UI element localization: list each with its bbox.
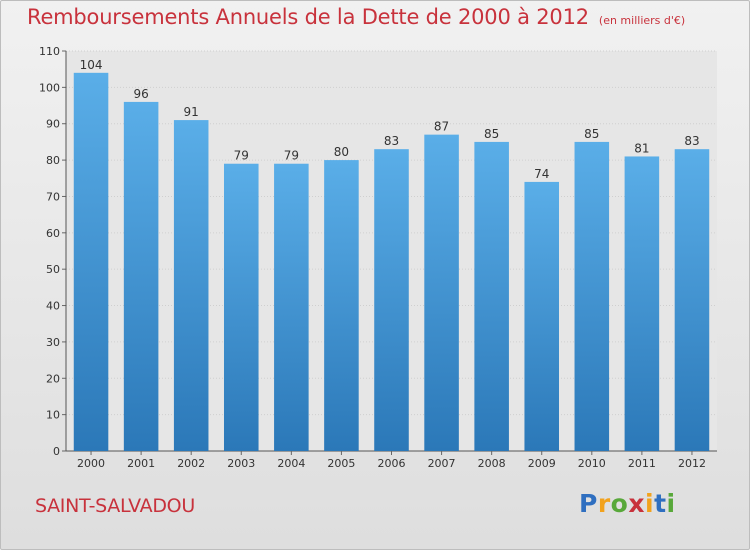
bar-value-label: 80 — [334, 145, 349, 159]
x-tick-label: 2009 — [528, 457, 556, 470]
x-tick-label: 2010 — [578, 457, 606, 470]
x-tick-label: 2004 — [277, 457, 305, 470]
bar — [223, 163, 259, 451]
bar-value-label: 79 — [284, 149, 299, 163]
logo-letter: x — [628, 489, 645, 518]
x-tick-label: 2002 — [177, 457, 205, 470]
y-tick-label: 50 — [46, 263, 60, 276]
bar — [624, 156, 660, 452]
x-tick-label: 2011 — [628, 457, 656, 470]
bar-value-label: 85 — [484, 127, 499, 141]
logo-letter: r — [597, 489, 611, 518]
x-tick-label: 2008 — [478, 457, 506, 470]
commune-name: SAINT-SALVADOU — [35, 495, 195, 517]
y-tick-label: 110 — [39, 45, 60, 58]
y-tick-label: 60 — [46, 227, 60, 240]
bar-value-label: 96 — [133, 87, 148, 101]
bar-value-label: 91 — [184, 105, 199, 119]
bar — [574, 141, 610, 451]
bar-value-label: 85 — [584, 127, 599, 141]
y-tick-label: 100 — [39, 81, 60, 94]
bar-value-label: 81 — [634, 141, 649, 155]
bar-value-label: 79 — [234, 149, 249, 163]
bar — [73, 72, 109, 452]
logo-letter: i — [645, 489, 655, 518]
bar-value-label: 87 — [434, 120, 449, 134]
x-tick-label: 2006 — [378, 457, 406, 470]
x-tick-label: 2001 — [127, 457, 155, 470]
y-tick-label: 80 — [46, 154, 60, 167]
chart-title: Remboursements Annuels de la Dette de 20… — [27, 5, 589, 29]
x-tick-label: 2012 — [678, 457, 706, 470]
logo-letter: o — [610, 489, 629, 518]
logo-letter: P — [579, 489, 598, 518]
proxiti-logo: Proxiti — [579, 489, 676, 518]
y-tick-label: 40 — [46, 300, 60, 313]
x-tick-label: 2007 — [428, 457, 456, 470]
x-tick-label: 2003 — [227, 457, 255, 470]
bar — [424, 134, 459, 452]
bar-value-label: 74 — [534, 167, 549, 181]
y-tick-label: 20 — [46, 372, 60, 385]
bar-value-label: 83 — [384, 134, 399, 148]
bar-value-label: 104 — [80, 58, 103, 72]
bar — [474, 141, 509, 451]
bar — [674, 149, 710, 451]
logo-letter: t — [654, 489, 667, 518]
bar — [123, 101, 159, 451]
chart-subtitle: (en milliers d'€) — [598, 14, 686, 27]
x-tick-label: 2005 — [327, 457, 355, 470]
y-tick-label: 0 — [53, 445, 60, 458]
x-tick-label: 2000 — [77, 457, 105, 470]
bar — [374, 149, 409, 451]
y-tick-label: 30 — [46, 336, 60, 349]
logo-letter: i — [666, 489, 676, 518]
bar-value-label: 83 — [684, 134, 699, 148]
y-tick-label: 90 — [46, 118, 60, 131]
bar — [173, 120, 209, 451]
bar — [274, 163, 309, 451]
y-tick-label: 10 — [46, 409, 60, 422]
y-tick-label: 70 — [46, 190, 60, 203]
title-row: Remboursements Annuels de la Dette de 20… — [27, 5, 685, 39]
bar — [324, 160, 359, 451]
bar — [524, 181, 560, 451]
